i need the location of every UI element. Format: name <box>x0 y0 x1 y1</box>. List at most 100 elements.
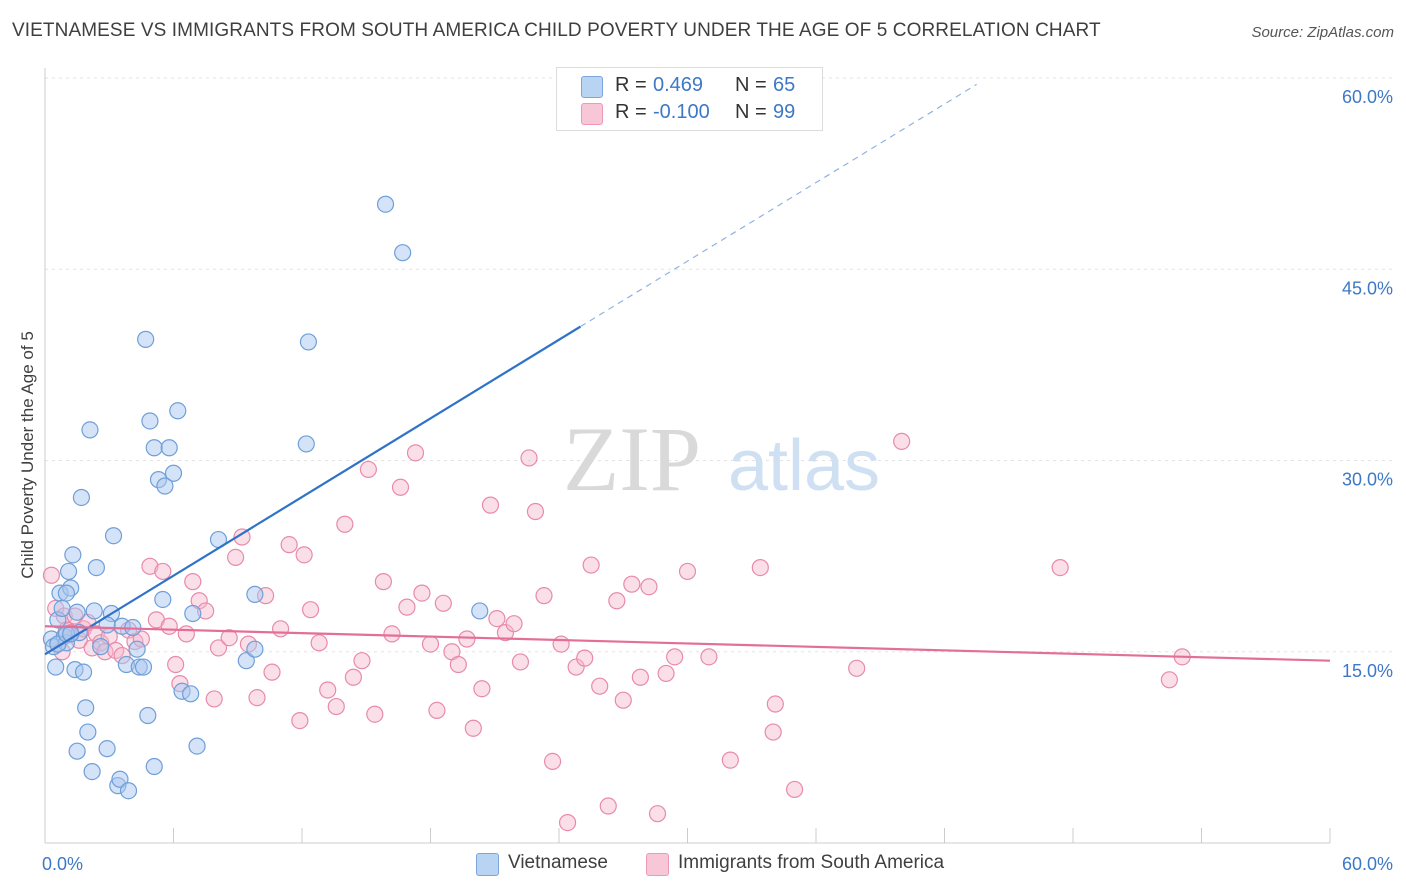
data-point-immigrants <box>177 625 195 643</box>
n-label: N = <box>735 74 767 96</box>
data-point-vietnamese <box>246 585 264 603</box>
data-point-immigrants <box>428 701 446 720</box>
data-point-vietnamese <box>156 477 174 495</box>
watermark-atlas: atlas <box>728 426 880 506</box>
r-value: -0.100 <box>653 101 710 123</box>
x-tick-label: 0.0% <box>42 854 83 874</box>
data-point-immigrants <box>576 649 594 667</box>
r-label: R = <box>615 101 647 123</box>
data-point-vietnamese <box>471 602 489 620</box>
legend-swatch-blue <box>581 76 603 98</box>
data-point-vietnamese <box>111 770 129 788</box>
data-point-immigrants <box>205 690 223 708</box>
data-point-vietnamese <box>87 558 106 577</box>
legend-swatch-pink <box>581 103 603 125</box>
r-label: R = <box>615 74 647 96</box>
data-point-immigrants <box>496 624 515 642</box>
data-point-immigrants <box>271 620 290 638</box>
data-point-immigrants <box>764 723 782 741</box>
data-point-vietnamese <box>119 782 138 800</box>
data-point-immigrants <box>233 528 251 546</box>
data-point-immigrants <box>648 805 667 823</box>
data-point-immigrants <box>751 558 769 577</box>
trend-line-immigrants <box>44 625 1331 662</box>
data-point-vietnamese <box>85 602 103 620</box>
data-point-vietnamese <box>145 757 163 776</box>
data-point-immigrants <box>785 780 804 799</box>
axes <box>44 68 1331 844</box>
data-point-vietnamese <box>164 464 183 482</box>
data-point-vietnamese <box>182 685 200 703</box>
data-point-vietnamese <box>137 330 155 348</box>
data-point-vietnamese <box>145 439 163 457</box>
data-point-vietnamese <box>297 435 315 453</box>
data-point-immigrants <box>366 705 384 723</box>
trend-line-vietnamese-extension <box>580 83 977 328</box>
y-tick-label: 45.0% <box>1342 278 1393 298</box>
data-point-vietnamese <box>59 562 78 581</box>
data-point-vietnamese <box>68 603 86 621</box>
data-point-vietnamese <box>68 742 86 760</box>
data-point-immigrants <box>353 652 371 670</box>
data-point-vietnamese <box>237 652 255 670</box>
data-point-vietnamese <box>134 658 153 676</box>
data-point-immigrants <box>167 655 185 674</box>
data-point-immigrants <box>608 592 626 610</box>
data-point-vietnamese <box>53 599 71 618</box>
data-point-immigrants <box>552 635 570 653</box>
data-point-immigrants <box>42 566 61 584</box>
data-point-immigrants <box>141 557 159 575</box>
data-point-immigrants <box>473 680 491 698</box>
data-point-immigrants <box>291 711 309 730</box>
bottom-legend-label: Vietnamese <box>508 852 608 873</box>
data-point-immigrants <box>582 556 600 574</box>
tick-labels: 15.0% 30.0% 45.0% 60.0% 0.0% 60.0% <box>42 87 1393 874</box>
data-point-immigrants <box>1160 671 1178 689</box>
data-point-immigrants <box>481 496 500 514</box>
data-point-vietnamese <box>64 546 82 564</box>
data-point-immigrants <box>227 548 245 567</box>
data-point-immigrants <box>391 478 410 496</box>
data-point-immigrants <box>301 601 320 619</box>
data-point-immigrants <box>614 691 632 709</box>
data-point-vietnamese <box>57 584 76 602</box>
bottom-legend-swatch-pink <box>646 853 669 876</box>
data-point-vietnamese <box>141 412 159 430</box>
data-point-immigrants <box>319 681 337 699</box>
source-label: Source: ZipAtlas.com <box>1251 24 1394 41</box>
data-point-vietnamese <box>83 762 101 781</box>
data-point-immigrants <box>893 432 911 450</box>
data-point-immigrants <box>413 584 431 602</box>
data-point-immigrants <box>567 658 585 676</box>
chart-title: VIETNAMESE VS IMMIGRANTS FROM SOUTH AMER… <box>12 20 1101 41</box>
series-vietnamese-points <box>42 195 489 800</box>
data-point-vietnamese <box>299 333 318 351</box>
data-point-vietnamese <box>104 527 123 545</box>
data-point-vietnamese <box>188 737 206 755</box>
y-tick-label: 30.0% <box>1342 470 1393 490</box>
stats-legend: R = 0.469 N = 65 R = -0.100 N = 99 <box>556 67 823 131</box>
data-point-immigrants <box>666 648 684 666</box>
trend-line-vietnamese <box>44 325 581 656</box>
data-point-vietnamese <box>79 723 97 741</box>
y-tick-label: 15.0% <box>1342 661 1393 681</box>
data-point-immigrants <box>511 653 530 671</box>
data-point-immigrants <box>310 634 328 652</box>
data-point-immigrants <box>327 697 345 716</box>
watermark: ZIP atlas <box>563 408 880 510</box>
data-point-immigrants <box>535 587 553 605</box>
data-point-immigrants <box>678 562 697 581</box>
data-point-vietnamese <box>98 740 116 758</box>
grid-lines <box>45 77 1392 653</box>
data-point-vietnamese <box>160 439 178 457</box>
data-point-immigrants <box>766 695 784 713</box>
data-point-immigrants <box>344 668 362 686</box>
data-point-vietnamese <box>47 658 65 676</box>
data-point-immigrants <box>657 664 675 683</box>
y-tick-label: 60.0% <box>1342 87 1393 107</box>
data-point-vietnamese <box>128 640 146 658</box>
x-tick-label: 60.0% <box>1342 854 1393 874</box>
data-point-immigrants <box>295 546 313 564</box>
data-point-immigrants <box>220 629 238 647</box>
data-point-vietnamese <box>246 640 264 658</box>
